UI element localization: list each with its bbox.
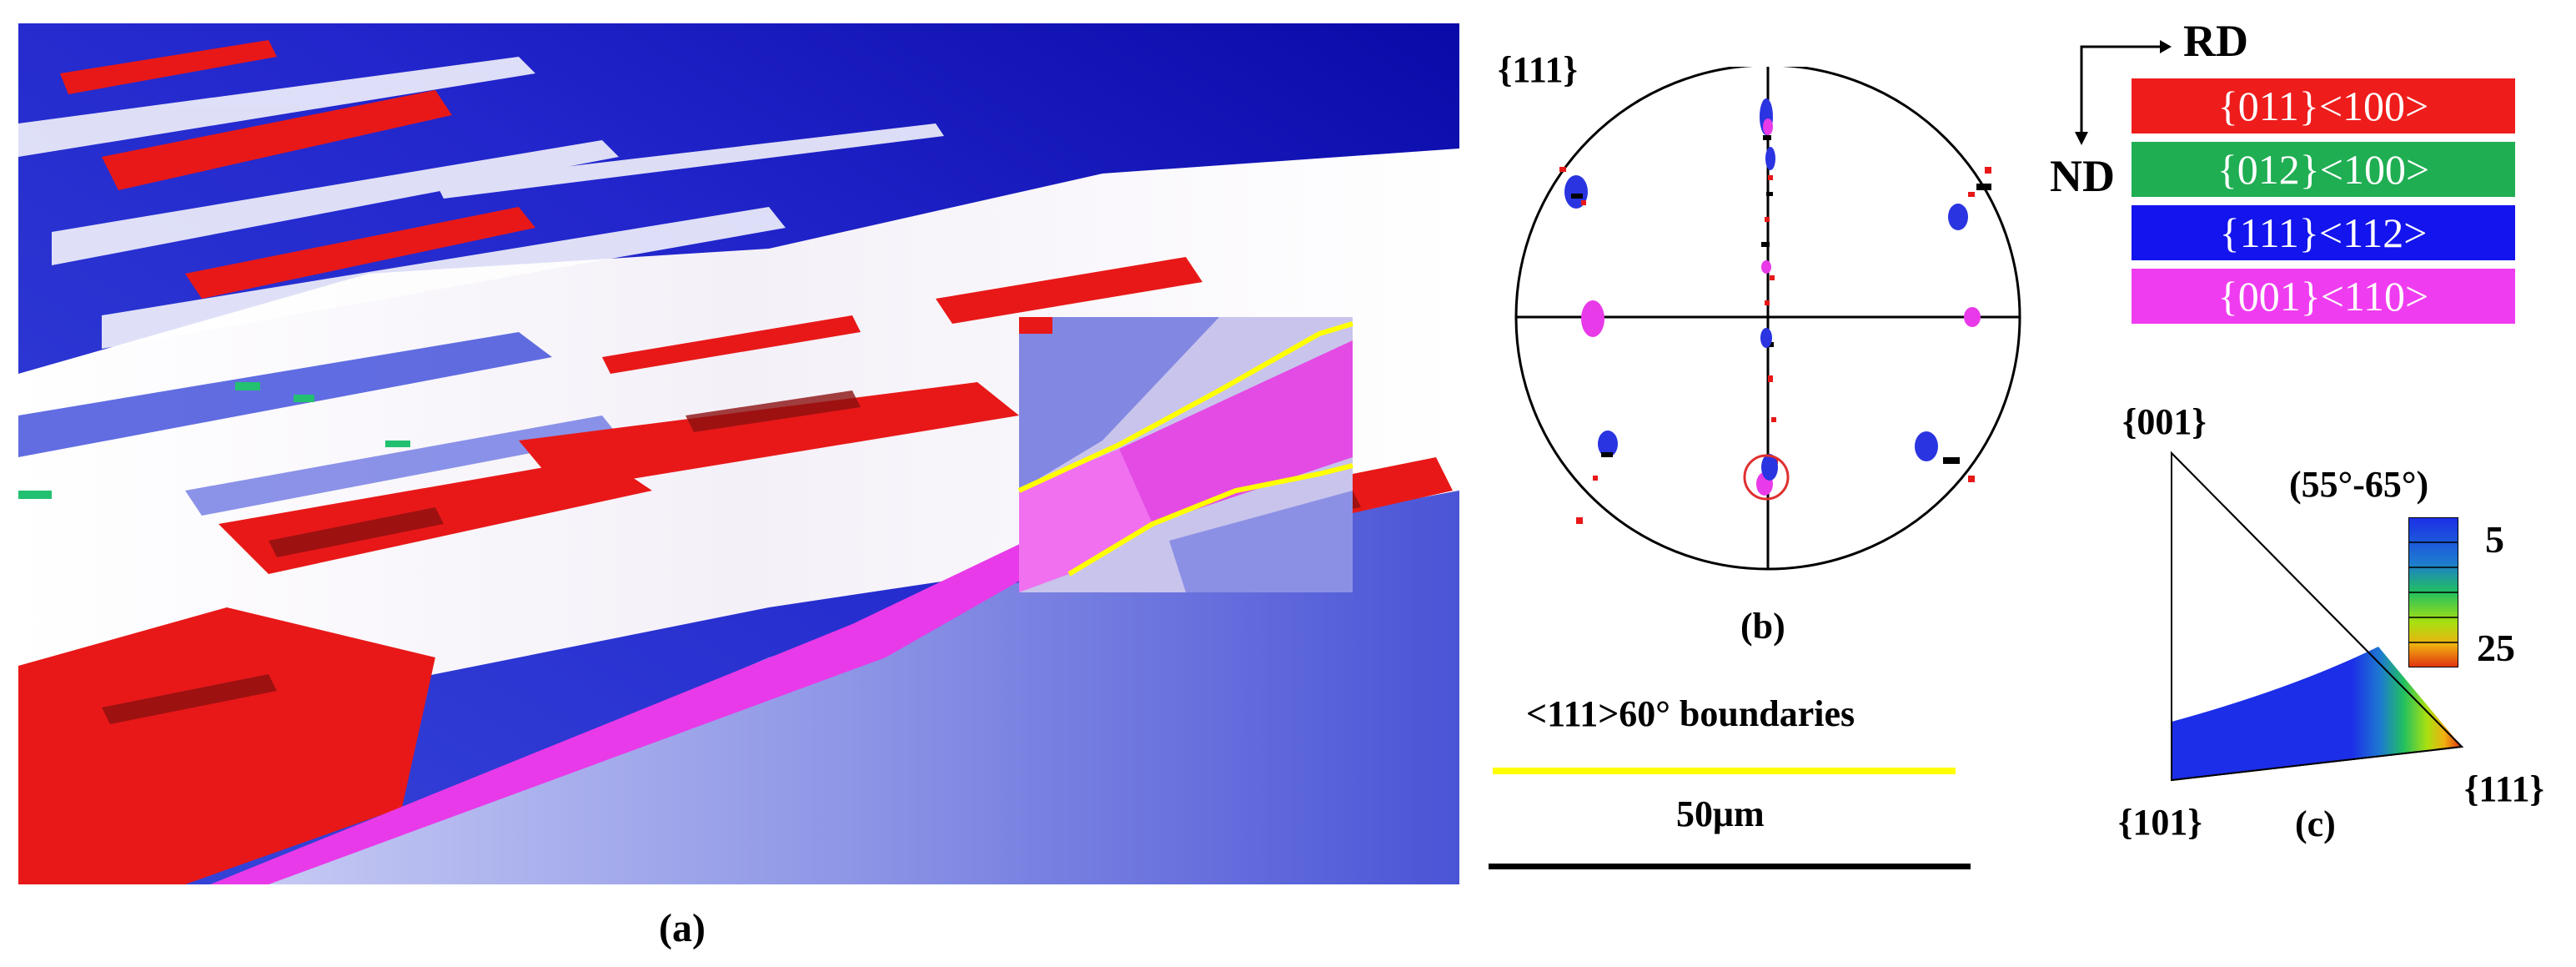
legend-item-011-100: {011}<100> xyxy=(2132,78,2515,133)
colorbar-tick-25: 25 xyxy=(2477,627,2515,669)
colorbar xyxy=(2408,517,2458,667)
legend-item-001-110: {001}<110> xyxy=(2132,269,2515,324)
legend-item-label: {012}<100> xyxy=(2217,146,2430,193)
boundary-label: <111>60° boundaries xyxy=(1526,693,1855,734)
panel-c-label: (c) xyxy=(2295,803,2336,844)
panel-b-label: (b) xyxy=(1740,606,1785,647)
pole-cluster-group xyxy=(1559,98,1991,524)
legend-item-label: {011}<100> xyxy=(2217,83,2429,129)
boundary-line-sample xyxy=(1493,768,1956,774)
rd-nd-axes xyxy=(2075,40,2172,145)
legend-item-012-100: {012}<100> xyxy=(2132,142,2515,197)
ipf-corner-001: {001} xyxy=(2122,401,2207,442)
range-label: (55°-65°) xyxy=(2289,464,2429,505)
nd-label: ND xyxy=(2050,151,2115,201)
legend-item-label: {111}<112> xyxy=(2219,209,2428,256)
ipf-corner-111: {111} xyxy=(2464,768,2544,809)
legend-item-111-112: {111}<112> xyxy=(2132,205,2515,260)
ipf-corner-101: {101} xyxy=(2118,802,2202,843)
rd-label: RD xyxy=(2183,16,2248,66)
scale-bar xyxy=(1489,864,1971,869)
ebsd-map xyxy=(18,23,1459,884)
panel-a-label: (a) xyxy=(659,906,706,950)
scale-bar-label: 50μm xyxy=(1676,793,1765,834)
inset-magnified-region xyxy=(1017,317,1353,592)
inverse-pole-figure xyxy=(2171,451,2464,782)
pole-figure-label: {111} xyxy=(1498,49,1578,90)
legend-item-label: {001}<110> xyxy=(2217,273,2429,320)
ebsd-map-image xyxy=(18,23,1459,884)
pole-figure xyxy=(1514,67,2021,571)
colorbar-tick-5: 5 xyxy=(2485,518,2504,561)
highlight-circle xyxy=(1743,454,1790,501)
